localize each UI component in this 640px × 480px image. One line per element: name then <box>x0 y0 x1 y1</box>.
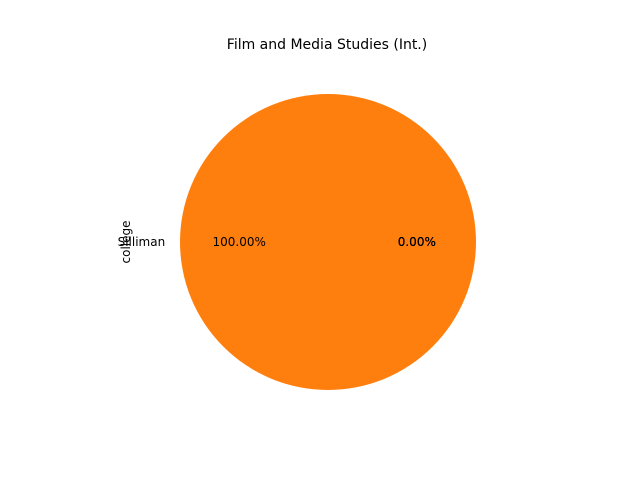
chart-title: Film and Media Studies (Int.) <box>227 37 427 53</box>
y-axis-label: college <box>119 221 133 264</box>
pie-pct-label-1: 100.00% <box>213 235 266 249</box>
pie-pct-label-3: 0.00% <box>398 235 436 249</box>
pie-pct-label-2: 0.00% <box>398 235 436 249</box>
pie-pct-label-0: 0.00% <box>398 235 436 249</box>
pie-labels: 0.00%100.00%Silliman 0.00%0.00% <box>118 235 436 249</box>
pie-slice-1 <box>180 94 476 390</box>
pie-slices <box>180 94 476 390</box>
pie-category-label-1: Silliman <box>118 235 166 249</box>
